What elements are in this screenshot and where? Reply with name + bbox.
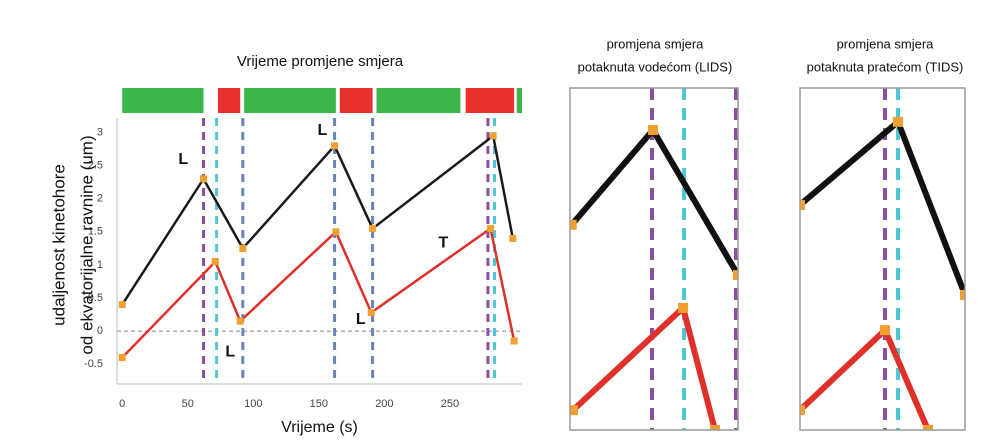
data-point	[893, 116, 904, 127]
y-tick-label: 1.5	[88, 226, 103, 238]
x-tick-label: 50	[182, 398, 194, 410]
data-point	[239, 244, 247, 252]
y-axis-label: udaljenost kinetohore	[49, 164, 68, 326]
timeline-segment	[217, 88, 241, 113]
y-tick-label: -0.5	[84, 358, 103, 370]
series-line	[800, 327, 931, 430]
plot-area	[570, 88, 738, 430]
y-tick-label: 0.5	[88, 292, 103, 304]
data-point	[367, 309, 375, 317]
data-point	[489, 132, 497, 140]
timeline-segment	[339, 88, 373, 113]
data-point	[509, 234, 517, 242]
y-tick-label: 0	[97, 325, 103, 337]
data-point	[879, 325, 890, 336]
x-tick-label: 150	[310, 398, 328, 410]
data-point	[510, 337, 518, 345]
series-line	[570, 127, 738, 277]
chart-title: Vrijeme promjene smjera	[237, 53, 404, 70]
chart-title: potaknuta vodećom (LIDS)	[578, 59, 733, 74]
data-point	[800, 405, 805, 416]
chart-title: potaknuta pratećom (TIDS)	[807, 59, 964, 74]
data-point	[236, 317, 244, 325]
data-point	[923, 425, 934, 430]
panel-frame	[569, 87, 739, 431]
series-line	[121, 227, 516, 359]
y-tick-label: 3	[97, 126, 103, 138]
data-point	[960, 289, 965, 300]
y-tick-label: 2.5	[88, 160, 103, 172]
data-point	[118, 354, 126, 362]
y-tick-label: 1	[97, 259, 103, 271]
timeline-segment	[376, 88, 461, 113]
annotation: L	[317, 122, 327, 139]
data-point	[570, 219, 577, 230]
data-point	[709, 425, 720, 430]
plot-area	[117, 118, 522, 384]
annotation: T	[438, 234, 448, 251]
data-point	[200, 175, 208, 183]
chart-title: promjena smjera	[837, 36, 935, 51]
data-point	[570, 405, 579, 416]
x-tick-label: 250	[441, 398, 459, 410]
timeline-segment	[465, 88, 515, 113]
series-line	[800, 118, 965, 296]
panel-frame	[799, 87, 966, 431]
series-line	[570, 304, 718, 430]
data-point	[733, 270, 738, 281]
data-point	[678, 302, 689, 313]
data-point	[369, 225, 377, 233]
x-tick-label: 0	[119, 398, 125, 410]
timeline-segment	[244, 88, 336, 113]
data-point	[647, 125, 658, 136]
annotation: L	[178, 151, 188, 168]
data-point	[800, 199, 805, 210]
y-axis-label: od ekvatorijalne ravnine (um)	[77, 135, 96, 354]
data-point	[118, 301, 126, 309]
plot-area	[800, 88, 965, 430]
chart-title: promjena smjera	[607, 36, 705, 51]
annotation: L	[225, 343, 235, 360]
x-tick-label: 100	[244, 398, 262, 410]
data-point	[332, 228, 340, 236]
timeline-segment	[516, 88, 522, 113]
x-tick-label: 200	[375, 398, 393, 410]
annotation: L	[356, 311, 366, 328]
y-tick-label: 2	[97, 193, 103, 205]
data-point	[487, 225, 495, 233]
data-point	[211, 258, 219, 266]
data-point	[331, 142, 339, 150]
timeline-segment	[122, 88, 204, 113]
x-axis-label: Vrijeme (s)	[281, 419, 358, 436]
